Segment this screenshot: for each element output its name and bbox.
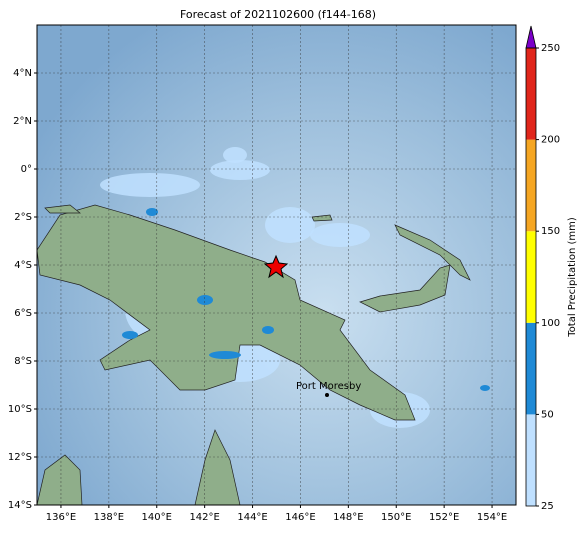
y-tick-label: 10°S — [8, 404, 32, 415]
y-tick-label: 2°S — [14, 212, 32, 223]
colorbar: 25 50 100 150 200 250 — [525, 25, 560, 512]
y-tick-label: 12°S — [8, 452, 32, 463]
colorbar-tick-label: 200 — [541, 135, 560, 146]
x-tick-label: 138°E — [94, 512, 124, 523]
y-tick-label: 6°S — [14, 308, 32, 319]
colorbar-tick-label: 100 — [541, 318, 560, 329]
precipitation-heavy — [122, 208, 490, 391]
x-tick-label: 144°E — [237, 512, 267, 523]
x-tick-label: 150°E — [381, 512, 411, 523]
colorbar-tick-label: 50 — [541, 409, 554, 420]
map-title: Forecast of 2021102600 (f144-168) — [180, 8, 376, 21]
x-tick-label: 142°E — [189, 512, 219, 523]
x-tick-label: 152°E — [429, 512, 459, 523]
y-tick-label: 14°S — [8, 500, 32, 511]
y-tick-label: 0° — [21, 164, 32, 175]
y-tick-label: 4°S — [14, 260, 32, 271]
x-tick-label: 140°E — [142, 512, 172, 523]
star-marker — [263, 254, 289, 279]
colorbar-tick-label: 150 — [541, 226, 560, 237]
colorbar-label: Total Precipitation (mm) — [567, 217, 578, 338]
x-tick-label: 154°E — [477, 512, 507, 523]
y-tick-label: 2°N — [13, 116, 32, 127]
x-tick-label: 148°E — [333, 512, 363, 523]
colorbar-tick-label: 25 — [541, 501, 554, 512]
x-tick-label: 146°E — [285, 512, 315, 523]
city-marker — [325, 393, 329, 397]
city-label: Port Moresby — [296, 381, 361, 392]
colorbar-frame — [525, 47, 537, 507]
x-tick-label: 136°E — [46, 512, 76, 523]
colorbar-segment — [526, 231, 536, 323]
colorbar-segment — [526, 414, 536, 506]
colorbar-segment — [526, 322, 536, 415]
colorbar-segment — [526, 48, 536, 140]
colorbar-extend — [525, 25, 537, 49]
land — [37, 204, 471, 505]
y-tick-label: 8°S — [14, 356, 32, 367]
colorbar-segment — [526, 139, 536, 232]
colorbar-tick-label: 250 — [541, 43, 560, 54]
map-area: Port Moresby — [37, 25, 516, 505]
graticule — [37, 25, 516, 505]
y-tick-label: 4°N — [13, 68, 32, 79]
